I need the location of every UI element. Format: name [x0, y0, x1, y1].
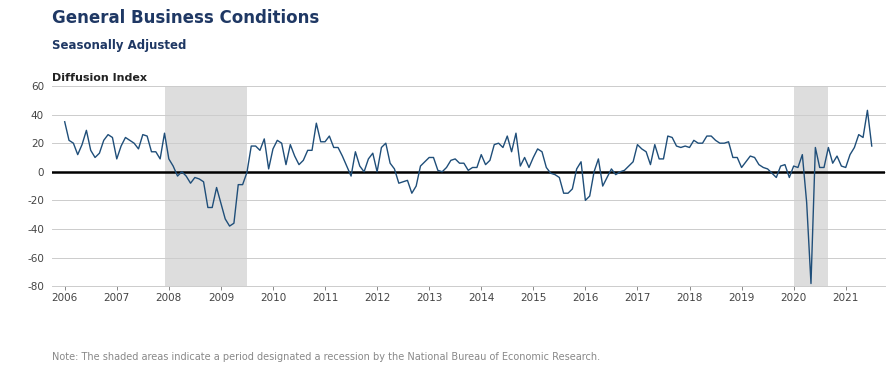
Text: Note: The shaded areas indicate a period designated a recession by the National : Note: The shaded areas indicate a period… [52, 352, 600, 362]
Bar [165, 86, 247, 286]
Bar [794, 86, 829, 286]
Text: Seasonally Adjusted: Seasonally Adjusted [52, 39, 186, 52]
Text: Diffusion Index: Diffusion Index [52, 73, 147, 83]
Text: General Business Conditions: General Business Conditions [52, 9, 319, 27]
